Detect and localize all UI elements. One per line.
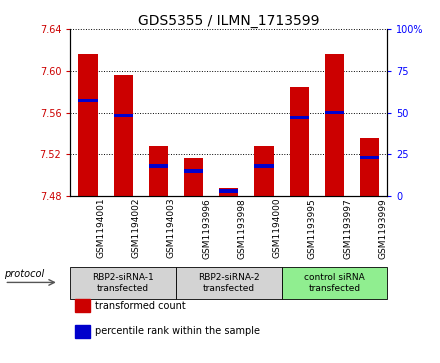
Text: GSM1194001: GSM1194001 (97, 198, 106, 258)
Bar (219, 188, 238, 196)
Bar (325, 111, 344, 114)
Bar (360, 138, 379, 196)
Text: RBP2-siRNA-1
transfected: RBP2-siRNA-1 transfected (92, 273, 154, 293)
Bar (290, 87, 309, 196)
Bar (290, 116, 309, 119)
Text: GSM1194003: GSM1194003 (167, 198, 176, 258)
Bar (184, 170, 203, 172)
Bar (184, 158, 203, 196)
Bar (149, 164, 168, 168)
Text: percentile rank within the sample: percentile rank within the sample (95, 326, 260, 337)
Bar (78, 54, 98, 196)
Bar (325, 54, 344, 196)
Text: protocol: protocol (4, 269, 44, 279)
Title: GDS5355 / ILMN_1713599: GDS5355 / ILMN_1713599 (138, 14, 319, 28)
Bar (254, 146, 274, 196)
Text: GSM1193998: GSM1193998 (238, 198, 246, 258)
Bar (78, 99, 98, 102)
Bar (254, 164, 274, 168)
Text: control siRNA
transfected: control siRNA transfected (304, 273, 365, 293)
Text: GSM1194002: GSM1194002 (132, 198, 141, 258)
Bar (219, 189, 238, 193)
Bar (360, 156, 379, 159)
Text: GSM1193995: GSM1193995 (308, 198, 317, 258)
Text: GSM1193997: GSM1193997 (343, 198, 352, 258)
Text: GSM1194000: GSM1194000 (273, 198, 282, 258)
Bar (114, 114, 133, 118)
Bar (114, 75, 133, 196)
Text: RBP2-siRNA-2
transfected: RBP2-siRNA-2 transfected (198, 273, 260, 293)
Bar (149, 146, 168, 196)
Text: transformed count: transformed count (95, 301, 185, 311)
Text: GSM1193996: GSM1193996 (202, 198, 211, 258)
Text: GSM1193999: GSM1193999 (378, 198, 387, 258)
